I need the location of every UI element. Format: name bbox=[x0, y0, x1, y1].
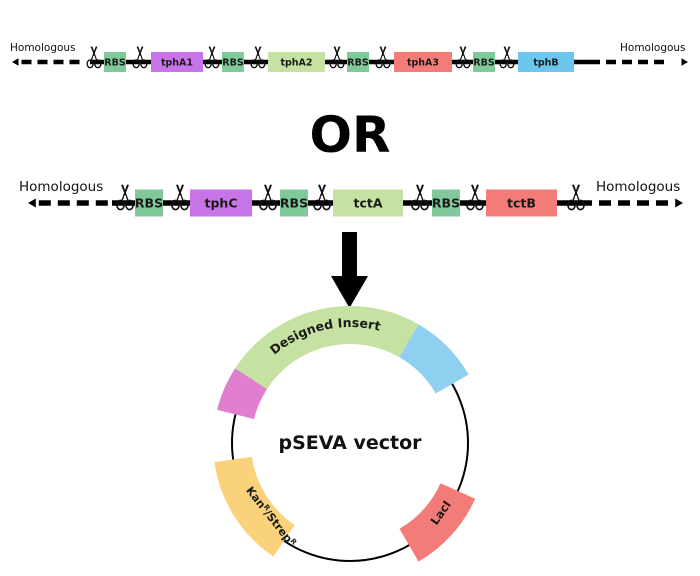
construct-1-rbs-6-label: RBS bbox=[473, 57, 495, 68]
construct-2-gene-5-label: tctB bbox=[507, 196, 536, 211]
construct-1-gene-7: tphB bbox=[518, 52, 574, 72]
construct-1-scissors-icon-1 bbox=[132, 45, 148, 69]
construct-2-gene-5: tctB bbox=[486, 189, 557, 217]
construct-1-backbone bbox=[12, 58, 688, 66]
construct-1: Homologous Homologous RBS tphA1 RBS tphA2 RB… bbox=[10, 42, 688, 72]
or-label: OR bbox=[309, 106, 390, 164]
construct-1-scissors-icon-0 bbox=[86, 45, 102, 69]
construct-2-gene-3-label: tctA bbox=[353, 196, 382, 211]
kan-strep-segment bbox=[214, 456, 295, 557]
construct-2-gene-3: tctA bbox=[333, 189, 403, 217]
laci-segment bbox=[399, 483, 476, 562]
construct-1-rbs-2: RBS bbox=[222, 52, 244, 72]
construct-1-scissors-icon-4 bbox=[329, 45, 345, 69]
construct-1-scissors-icon-6 bbox=[455, 45, 471, 69]
construct-2-scissors-icon-0 bbox=[116, 183, 134, 211]
construct-1-gene-3: tphA2 bbox=[268, 52, 325, 72]
construct-1-gene-5-label: tphA3 bbox=[407, 57, 439, 68]
designed-insert-segment bbox=[235, 306, 419, 390]
construct-1-gene-3-label: tphA2 bbox=[280, 57, 312, 68]
construct-1-rbs-0: RBS bbox=[104, 52, 126, 72]
construct-1-scissors-icon-5 bbox=[375, 45, 391, 69]
construct-2: Homologous Homologous RBS tphC RBS tctA RBS t… bbox=[19, 179, 683, 217]
construct-2-rbs-4: RBS bbox=[432, 189, 460, 217]
construct-2-rbs-0: RBS bbox=[135, 189, 163, 217]
plasmid-center-label: pSEVA vector bbox=[278, 432, 422, 454]
construct-1-rbs-4: RBS bbox=[347, 52, 369, 72]
construct-2-rbs-0-label: RBS bbox=[135, 196, 163, 211]
construct-1-gene-1-label: tphA1 bbox=[161, 57, 193, 68]
construct-1-right-homologous-label: Homologous bbox=[620, 42, 686, 54]
construct-2-right-homologous-label: Homologous bbox=[596, 179, 680, 195]
construct-2-rbs-2-label: RBS bbox=[280, 196, 308, 211]
blue-segment bbox=[399, 324, 469, 394]
construct-2-scissors-icon-3 bbox=[313, 183, 331, 211]
down-arrow-icon bbox=[331, 232, 368, 308]
construct-1-gene-1: tphA1 bbox=[151, 52, 203, 72]
construct-1-scissors-icon-7 bbox=[499, 45, 515, 69]
construct-2-scissors-icon-4 bbox=[411, 183, 429, 211]
construct-1-rbs-0-label: RBS bbox=[104, 57, 126, 68]
construct-2-scissors-icon-2 bbox=[259, 183, 277, 211]
construct-1-scissors-icon-2 bbox=[204, 45, 220, 69]
construct-1-rbs-2-label: RBS bbox=[222, 57, 244, 68]
construct-2-scissors-icon-5 bbox=[466, 183, 484, 211]
construct-1-left-homologous-label: Homologous bbox=[10, 42, 76, 54]
construct-2-scissors-icon-6 bbox=[567, 183, 585, 211]
construct-2-rbs-2: RBS bbox=[280, 189, 308, 217]
plasmid-map: Designed Insert pSEVA vector LacI KanR/S… bbox=[214, 306, 476, 562]
construct-2-gene-1-label: tphC bbox=[205, 196, 238, 211]
construct-1-gene-7-label: tphB bbox=[533, 57, 558, 68]
construct-1-gene-5: tphA3 bbox=[394, 52, 452, 72]
construct-1-rbs-4-label: RBS bbox=[347, 57, 369, 68]
construct-2-rbs-4-label: RBS bbox=[432, 196, 460, 211]
construct-2-scissors-icon-1 bbox=[171, 183, 189, 211]
construct-1-scissors-icon-3 bbox=[250, 45, 266, 69]
construct-2-gene-1: tphC bbox=[190, 189, 252, 217]
pink-segment bbox=[217, 368, 267, 420]
construct-2-left-homologous-label: Homologous bbox=[19, 179, 103, 195]
construct-1-rbs-6: RBS bbox=[473, 52, 495, 72]
